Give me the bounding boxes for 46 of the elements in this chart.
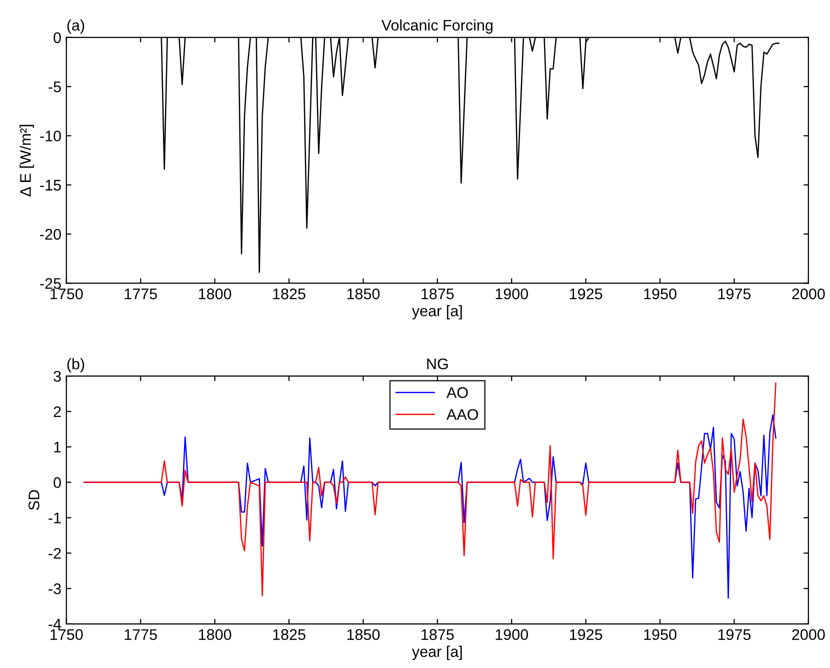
x-tick-label: 1800 xyxy=(198,629,232,640)
y-tick-label: -25 xyxy=(40,278,61,289)
x-tick-label: 2000 xyxy=(792,288,825,300)
legend-label: AAO xyxy=(446,409,478,420)
y-tick-label: 2 xyxy=(54,406,61,418)
x-tick-label: 1875 xyxy=(422,629,454,640)
x-axis-title: year [a] xyxy=(412,646,462,660)
y-tick-label: 0 xyxy=(54,32,61,44)
y-tick-label: -5 xyxy=(48,82,61,92)
y-tick-label: 0 xyxy=(54,477,61,488)
x-tick-label: 1950 xyxy=(644,288,676,300)
x-tick-label: 1900 xyxy=(496,288,528,300)
y-tick-label: -3 xyxy=(48,583,61,594)
y-tick-label: 3 xyxy=(54,370,61,382)
x-tick-label: 1800 xyxy=(198,288,232,300)
y-tick-label: -20 xyxy=(40,228,61,240)
y-axis-title: SD xyxy=(28,490,40,510)
x-tick-label: 2000 xyxy=(792,629,825,640)
x-tick-label: 1775 xyxy=(124,288,157,300)
chart-title: Volcanic Forcing xyxy=(381,19,492,34)
y-tick-label: -4 xyxy=(48,618,62,630)
legend-label: AO xyxy=(446,387,468,398)
y-tick-label: 1 xyxy=(54,442,61,452)
x-tick-label: 1825 xyxy=(273,629,306,640)
x-tick-label: 1750 xyxy=(50,288,83,300)
y-tick-label: -15 xyxy=(40,180,61,191)
x-tick-label: 1850 xyxy=(347,288,380,300)
x-tick-label: 1875 xyxy=(422,288,454,300)
x-tick-label: 1775 xyxy=(124,629,157,640)
x-tick-label: 1950 xyxy=(644,629,676,640)
y-axis-title: Δ E [W/m²] xyxy=(20,124,34,196)
y-tick-label: -2 xyxy=(48,548,61,559)
x-tick-label: 1900 xyxy=(496,629,528,640)
x-tick-label: 1975 xyxy=(718,629,751,640)
y-tick-label: -10 xyxy=(40,130,61,142)
y-tick-label: -1 xyxy=(48,512,61,524)
x-tick-label: 1975 xyxy=(718,288,751,300)
text: (a) xyxy=(67,19,84,34)
chart-title: NG xyxy=(427,358,448,370)
x-axis-title: year [a] xyxy=(412,305,462,320)
x-tick-label: 1750 xyxy=(50,629,83,640)
x-tick-label: 1825 xyxy=(273,288,306,300)
x-tick-label: 1925 xyxy=(570,288,602,300)
text: (b) xyxy=(67,358,84,372)
x-tick-label: 1925 xyxy=(570,629,602,640)
x-tick-label: 1850 xyxy=(347,629,380,640)
